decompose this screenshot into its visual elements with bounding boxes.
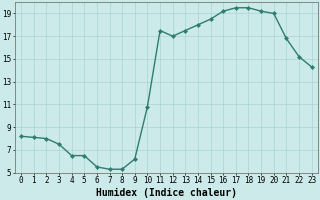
X-axis label: Humidex (Indice chaleur): Humidex (Indice chaleur) [96,188,237,198]
